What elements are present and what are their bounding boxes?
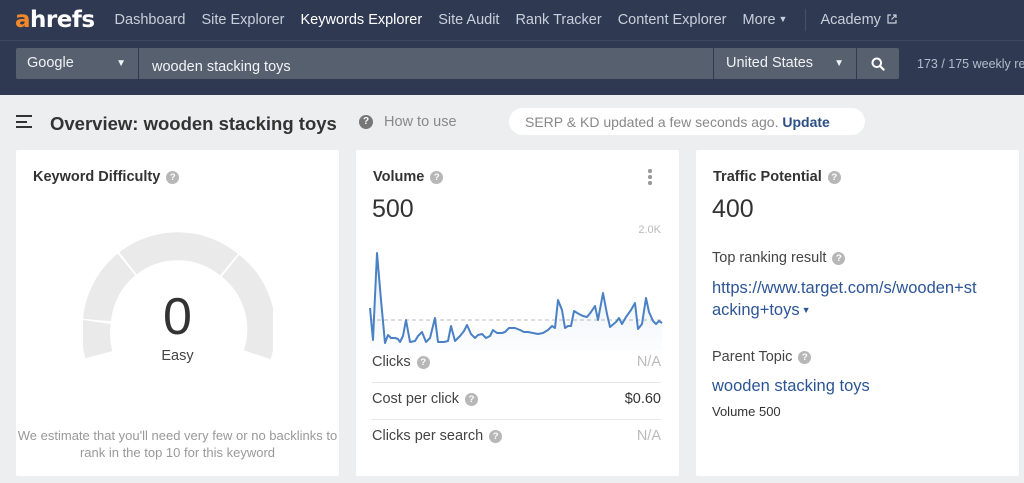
- more-options-icon[interactable]: [647, 169, 653, 185]
- nav-item-content-explorer[interactable]: Content Explorer: [617, 12, 727, 28]
- cpc-value: $0.60: [624, 391, 661, 407]
- search-button[interactable]: [857, 48, 899, 79]
- how-to-use-link[interactable]: How to use: [384, 114, 457, 130]
- traffic-potential-card: Traffic Potential? 400 Top ranking resul…: [696, 150, 1019, 476]
- difficulty-gauge: [83, 232, 273, 360]
- volume-history-chart: [369, 252, 663, 350]
- menu-icon[interactable]: [16, 115, 32, 128]
- search-engine-select[interactable]: Google ▼: [16, 48, 138, 79]
- volume-card: Volume? 500 2.0K Clicks? N/A Cost per cl…: [356, 150, 679, 476]
- help-icon[interactable]: ?: [832, 252, 846, 265]
- chart-axis-max: 2.0K: [638, 224, 661, 236]
- keyword-difficulty-card: Keyword Difficulty? 0 Easy We estimate t…: [16, 150, 339, 476]
- help-icon[interactable]: ?: [827, 171, 841, 184]
- caret-down-icon: ▼: [116, 58, 126, 69]
- metric-row-clicks-per-search: Clicks per search? N/A: [372, 428, 661, 444]
- parent-topic-link[interactable]: wooden stacking toys: [712, 377, 870, 395]
- nav-items: Dashboard Site Explorer Keywords Explore…: [115, 9, 913, 31]
- traffic-potential-value: 400: [712, 195, 754, 223]
- keyword-search-input[interactable]: [139, 48, 713, 79]
- weekly-quota: 173 / 175 weekly re: [917, 57, 1024, 71]
- nav-item-academy[interactable]: Academy: [820, 12, 897, 28]
- nav-item-more[interactable]: More ▼: [742, 12, 788, 28]
- nav-divider: [805, 9, 807, 31]
- overview-header: Overview: wooden stacking toys ? How to …: [0, 95, 1024, 150]
- metric-row-cpc: Cost per click? $0.60: [372, 383, 661, 420]
- clicks-value: N/A: [636, 354, 661, 370]
- kd-score: 0: [163, 288, 192, 346]
- top-ranking-label: Top ranking result?: [712, 250, 846, 266]
- country-select[interactable]: United States ▼: [714, 48, 856, 79]
- nav-item-keywords-explorer[interactable]: Keywords Explorer: [300, 12, 423, 28]
- card-title: Volume?: [373, 169, 444, 185]
- help-icon[interactable]: ?: [465, 393, 479, 406]
- parent-topic-label: Parent Topic?: [712, 349, 812, 365]
- page-title: Overview: wooden stacking toys: [50, 113, 337, 134]
- top-nav: ahrefs Dashboard Site Explorer Keywords …: [0, 0, 1024, 40]
- nav-item-site-audit[interactable]: Site Audit: [438, 12, 500, 28]
- clicks-per-search-value: N/A: [636, 428, 661, 444]
- help-icon[interactable]: ?: [166, 171, 180, 184]
- help-icon[interactable]: ?: [430, 171, 444, 184]
- update-status-pill: SERP & KD updated a few seconds ago. Upd…: [509, 108, 865, 135]
- caret-down-icon: ▼: [778, 14, 788, 24]
- help-icon[interactable]: ?: [359, 115, 373, 129]
- update-link[interactable]: Update: [782, 114, 830, 130]
- help-icon[interactable]: ?: [489, 430, 503, 443]
- parent-topic-volume: Volume 500: [712, 404, 781, 419]
- top-ranking-url-link[interactable]: https://www.target.com/s/wooden+st acking…: [712, 279, 977, 319]
- nav-item-rank-tracker[interactable]: Rank Tracker: [515, 12, 602, 28]
- search-bar: Google▼ United States▼ 173 / 175 weekly …: [0, 40, 1024, 95]
- caret-down-icon[interactable]: ▼: [801, 305, 811, 315]
- search-icon: [871, 57, 885, 71]
- help-icon[interactable]: ?: [416, 356, 430, 369]
- help-icon[interactable]: ?: [798, 351, 812, 364]
- card-title: Keyword Difficulty?: [33, 169, 180, 185]
- kd-description: We estimate that you'll need very few or…: [17, 428, 338, 460]
- metric-row-clicks: Clicks? N/A: [372, 346, 661, 383]
- ahrefs-logo[interactable]: ahrefs: [15, 6, 95, 33]
- nav-item-site-explorer[interactable]: Site Explorer: [201, 12, 285, 28]
- caret-down-icon: ▼: [834, 58, 844, 69]
- kd-rating: Easy: [161, 348, 194, 364]
- nav-item-dashboard[interactable]: Dashboard: [114, 12, 186, 28]
- volume-value: 500: [372, 195, 414, 223]
- card-title: Traffic Potential?: [713, 169, 841, 185]
- external-link-icon: [887, 14, 897, 24]
